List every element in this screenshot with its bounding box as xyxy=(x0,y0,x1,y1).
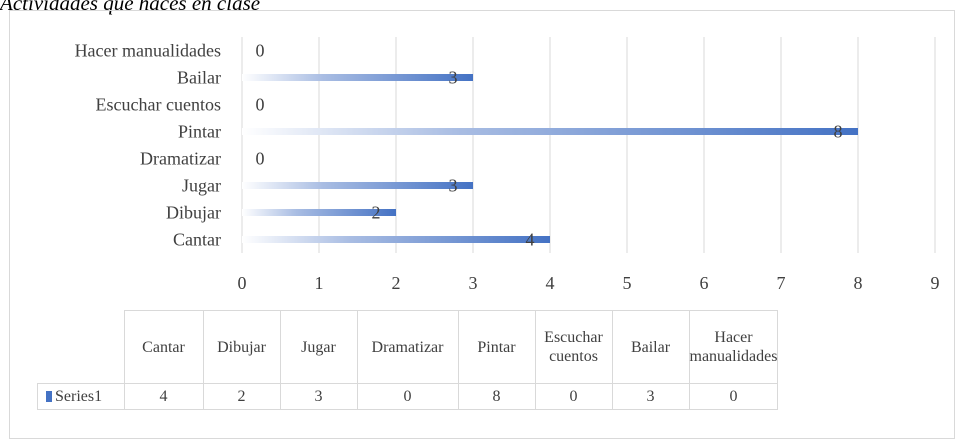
data-label: 3 xyxy=(449,176,458,196)
data-label: 8 xyxy=(834,122,843,142)
x-tick-label: 0 xyxy=(238,273,247,293)
data-table-value: 3 xyxy=(611,383,690,410)
category-label: Jugar xyxy=(182,176,221,196)
data-table-corner xyxy=(38,311,125,384)
chart-frame xyxy=(9,10,955,439)
data-table-header: Cantar xyxy=(123,310,204,384)
bar-pintar xyxy=(242,128,858,135)
data-table-value: 8 xyxy=(457,383,536,410)
bar-jugar xyxy=(242,182,473,189)
data-labels: 4 2 3 0 8 0 3 0 xyxy=(256,41,843,250)
data-table-header: Escuchar cuentos xyxy=(534,310,613,384)
series-legend-swatch xyxy=(46,391,52,402)
data-label: 0 xyxy=(256,41,265,61)
data-table-header: Hacer manualidades xyxy=(688,310,779,384)
data-table-value: 0 xyxy=(534,383,613,410)
x-tick-label: 3 xyxy=(469,273,478,293)
x-tick-label: 6 xyxy=(700,273,709,293)
data-table-header: Pintar xyxy=(457,310,536,384)
bar-bailar xyxy=(242,74,473,81)
data-table-header: Jugar xyxy=(279,310,358,384)
bars xyxy=(242,74,858,243)
x-tick-label: 2 xyxy=(392,273,401,293)
data-table-value: 2 xyxy=(202,383,281,410)
data-table-header-row: Cantar Dibujar Jugar Dramatizar Pintar Escuch… xyxy=(38,310,779,384)
x-tick-label: 4 xyxy=(546,273,555,293)
x-tick-label: 5 xyxy=(623,273,632,293)
series-name: Series1 xyxy=(55,388,103,405)
data-table-value-row: Series1 4 2 3 0 8 0 3 0 xyxy=(37,383,779,410)
data-table-header: Dibujar xyxy=(202,310,281,384)
x-tick-label: 7 xyxy=(777,273,786,293)
x-tick-label: 8 xyxy=(854,273,863,293)
chart-title: Actividades que haces en clase xyxy=(0,0,261,15)
data-label: 4 xyxy=(526,230,535,250)
x-tick-label: 1 xyxy=(315,273,324,293)
category-label: Escuchar cuentos xyxy=(96,95,221,115)
data-table-header: Bailar xyxy=(611,310,690,384)
category-label: Hacer manualidades xyxy=(75,41,221,61)
x-tick-label: 9 xyxy=(931,273,940,293)
data-table-value: 3 xyxy=(279,383,358,410)
data-label: 3 xyxy=(449,68,458,88)
category-label: Bailar xyxy=(177,68,221,88)
data-table-value: 0 xyxy=(356,383,459,410)
data-table-value: 0 xyxy=(688,383,779,410)
category-labels: Cantar Dibujar Jugar Dramatizar Pintar Escuch… xyxy=(75,41,221,250)
bar-chart: Cantar Dibujar Jugar Dramatizar Pintar Escuch… xyxy=(75,37,940,293)
bar-dibujar xyxy=(242,209,396,216)
gridlines xyxy=(241,37,936,253)
bar-cantar xyxy=(242,236,550,243)
series-name-cell: Series1 xyxy=(37,383,125,410)
data-table-header: Dramatizar xyxy=(356,310,459,384)
data-label: 2 xyxy=(372,203,381,223)
category-label: Dibujar xyxy=(166,203,221,223)
data-table-value: 4 xyxy=(123,383,204,410)
data-label: 0 xyxy=(256,95,265,115)
category-label: Dramatizar xyxy=(140,149,221,169)
data-label: 0 xyxy=(256,149,265,169)
category-label: Pintar xyxy=(178,122,221,142)
x-tick-labels: 0 1 2 3 4 5 6 7 8 9 xyxy=(238,273,940,293)
category-label: Cantar xyxy=(173,230,221,250)
data-table: Cantar Dibujar Jugar Dramatizar Pintar Escuch… xyxy=(37,310,779,410)
